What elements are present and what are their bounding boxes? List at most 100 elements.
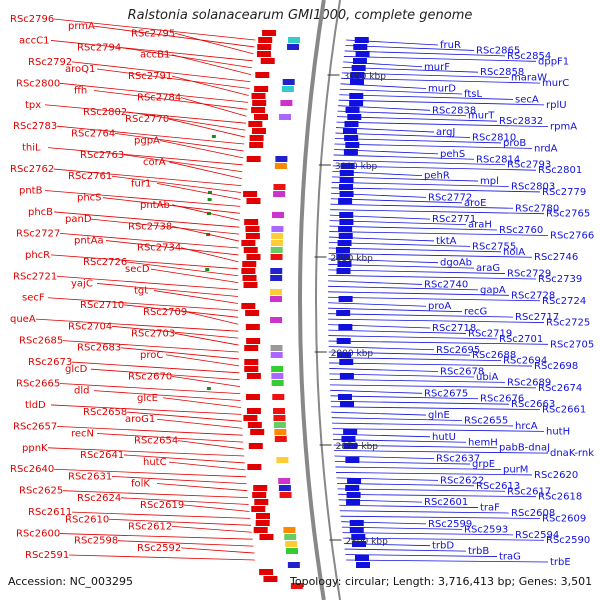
right-gene-label: RSc2780 xyxy=(515,203,559,214)
right-gene-label: RSc2725 xyxy=(546,318,590,329)
right-label-connector xyxy=(328,258,439,264)
right-gene-label: rplU xyxy=(546,100,567,111)
feature-block xyxy=(270,345,283,351)
right-strand-gene xyxy=(336,310,351,316)
right-strand-gene xyxy=(350,72,365,78)
right-strand-gene xyxy=(349,520,364,526)
left-label-connector xyxy=(162,397,241,408)
accession-label: Accession: NC_003295 xyxy=(8,575,134,588)
right-gene-label: murT xyxy=(468,111,495,122)
left-label-connector xyxy=(111,175,241,193)
left-label-connector xyxy=(168,461,246,471)
left-strand-gene xyxy=(251,128,266,134)
feature-block xyxy=(287,562,300,568)
left-gene-label: thiL xyxy=(22,143,41,154)
left-label-connector xyxy=(165,354,240,367)
right-label-connector xyxy=(329,362,533,367)
right-gene-label: RSc2814 xyxy=(476,154,520,165)
right-label-connector xyxy=(339,504,479,508)
left-gene-label: glcD xyxy=(65,364,88,375)
right-label-connector xyxy=(328,307,463,313)
left-label-connector xyxy=(174,333,239,346)
left-gene-label: RSc2654 xyxy=(134,436,178,447)
right-gene-label: RSc2772 xyxy=(428,192,472,203)
right-strand-gene xyxy=(346,499,361,505)
left-strand-gene xyxy=(251,506,266,512)
right-label-connector xyxy=(327,302,427,307)
right-gene-label: murD xyxy=(428,84,456,95)
feature-block xyxy=(271,380,284,386)
left-gene-label: dld xyxy=(74,386,89,397)
feature-block xyxy=(271,366,284,372)
left-gene-label: pntAb xyxy=(140,200,170,211)
left-label-connector xyxy=(53,18,256,41)
right-label-connector xyxy=(333,439,467,443)
left-strand-gene xyxy=(242,275,257,281)
right-gene-label: RSc2689 xyxy=(507,377,551,388)
right-label-connector xyxy=(331,192,427,198)
left-gene-label: queA xyxy=(10,314,36,325)
right-gene-label: RSc2803 xyxy=(511,181,555,192)
right-gene-label: RSc2779 xyxy=(542,187,586,198)
left-label-connector xyxy=(171,204,240,221)
right-gene-label: RSc2771 xyxy=(432,214,476,225)
left-gene-label: RSc2670 xyxy=(128,371,172,382)
right-gene-label: RSc2599 xyxy=(428,519,472,530)
scale-tick-label: 3050 kbp xyxy=(344,72,387,82)
left-gene-label: fur1 xyxy=(131,178,151,189)
left-strand-gene xyxy=(257,44,272,50)
right-strand-gene xyxy=(346,492,361,498)
right-strand-gene xyxy=(337,261,352,267)
feature-block xyxy=(270,289,283,295)
right-label-connector xyxy=(329,378,506,383)
feature-block xyxy=(283,527,296,533)
feature-block xyxy=(274,429,287,435)
left-gene-label: RSc2598 xyxy=(74,536,118,547)
right-label-connector xyxy=(329,368,439,372)
right-gene-label: traG xyxy=(499,552,521,563)
right-label-connector xyxy=(342,66,479,73)
right-gene-label: RSc2613 xyxy=(476,481,520,492)
right-strand-gene xyxy=(349,93,364,99)
feature-block xyxy=(284,534,297,540)
left-strand-gene xyxy=(253,114,268,120)
left-strand-gene xyxy=(245,226,260,232)
right-strand-gene xyxy=(345,107,360,113)
right-strand-gene xyxy=(353,44,368,50)
right-gene-label: RSc2655 xyxy=(464,416,508,427)
left-gene-label: glcE xyxy=(137,393,158,404)
right-gene-label: RSc2765 xyxy=(546,209,590,220)
left-gene-label: RSc2658 xyxy=(83,407,127,418)
right-label-connector xyxy=(328,269,506,274)
right-label-connector xyxy=(341,526,463,530)
feature-block xyxy=(288,37,301,43)
feature-block xyxy=(270,254,283,260)
feature-block xyxy=(276,457,289,463)
right-label-connector xyxy=(335,472,533,476)
left-gene-label: RSc2631 xyxy=(68,471,112,482)
left-label-connector xyxy=(126,261,239,277)
left-label-connector xyxy=(126,111,246,131)
right-strand-gene xyxy=(344,121,359,127)
right-label-connector xyxy=(340,515,541,519)
feature-block xyxy=(286,548,298,554)
left-strand-gene xyxy=(244,219,259,225)
right-gene-label: ftsL xyxy=(464,89,482,100)
left-gene-label: proC xyxy=(140,350,163,361)
left-label-connector xyxy=(93,90,248,110)
left-label-connector xyxy=(93,390,241,401)
right-strand-gene xyxy=(339,212,354,218)
right-label-connector xyxy=(328,329,467,334)
left-gene-label: RSc2738 xyxy=(128,221,172,232)
right-gene-label: recG xyxy=(464,307,487,318)
left-gene-label: RSc2762 xyxy=(10,164,54,175)
right-strand-gene xyxy=(342,128,357,134)
left-gene-label: RSc2726 xyxy=(83,257,127,268)
left-label-connector xyxy=(156,483,248,492)
left-label-connector xyxy=(96,433,244,443)
left-strand-gene xyxy=(252,100,267,106)
right-gene-label: glnE xyxy=(428,410,450,421)
right-strand-gene xyxy=(339,219,354,225)
scale-tick-label: 2950 kbp xyxy=(330,254,373,264)
left-gene-label: RSc2800 xyxy=(16,78,60,89)
